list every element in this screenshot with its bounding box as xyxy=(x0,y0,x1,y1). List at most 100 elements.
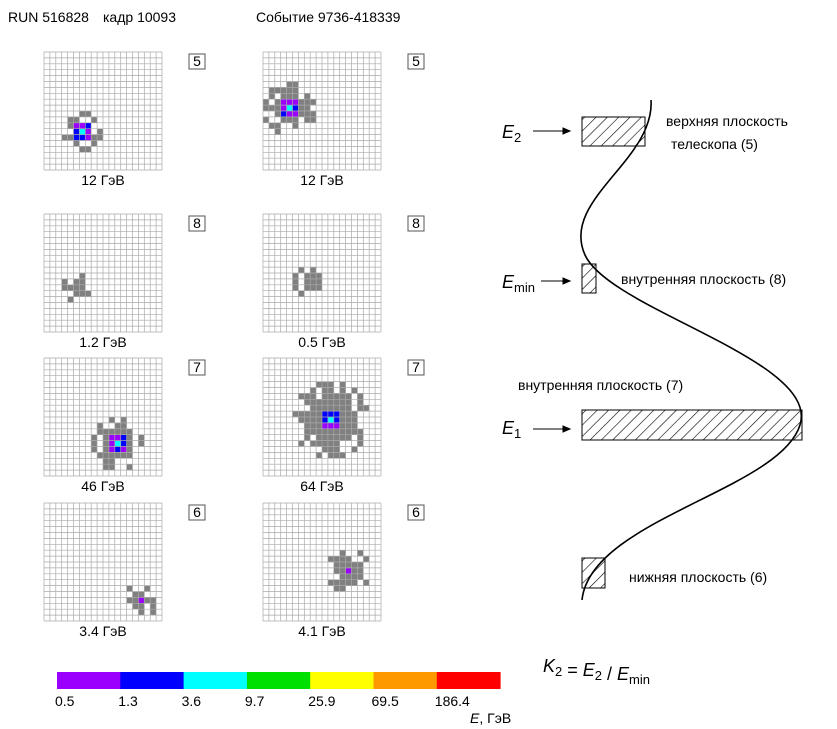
cell xyxy=(322,429,328,435)
cell xyxy=(346,399,352,405)
cell xyxy=(127,452,133,458)
cell xyxy=(275,105,281,111)
cell xyxy=(85,146,91,152)
cell xyxy=(304,435,310,441)
cell xyxy=(334,556,340,562)
cell xyxy=(322,405,328,411)
cell xyxy=(357,405,363,411)
cell xyxy=(346,580,352,586)
cell xyxy=(298,267,304,273)
cell xyxy=(352,429,358,435)
plane-number: 8 xyxy=(412,215,420,231)
cell xyxy=(109,435,115,441)
cell xyxy=(346,411,352,417)
cell xyxy=(263,117,269,123)
cell xyxy=(304,429,310,435)
plane-number: 7 xyxy=(412,359,420,375)
colorbar-segment xyxy=(57,672,121,689)
cell xyxy=(287,93,293,99)
cell xyxy=(68,123,74,129)
cell xyxy=(85,135,91,141)
cell xyxy=(127,464,133,470)
plane-6-label: нижняя плоскость (6) xyxy=(629,569,767,585)
cell xyxy=(340,393,346,399)
emin-label: Emin xyxy=(502,272,535,295)
cell xyxy=(298,393,304,399)
energy-curve xyxy=(581,100,802,600)
cell xyxy=(357,399,363,405)
cell xyxy=(287,105,293,111)
cell xyxy=(340,580,346,586)
colorbar-tick: 0.5 xyxy=(55,693,75,709)
cell xyxy=(79,285,85,291)
cell xyxy=(340,452,346,458)
cell xyxy=(328,556,334,562)
colorbar-segment xyxy=(184,672,248,689)
cell xyxy=(357,393,363,399)
cell xyxy=(293,123,299,129)
cell xyxy=(363,580,369,586)
cell xyxy=(334,411,340,417)
formula-sub: 2 xyxy=(555,664,562,679)
cell xyxy=(293,99,299,105)
cell xyxy=(85,129,91,135)
cell xyxy=(316,452,322,458)
cell xyxy=(328,429,334,435)
cell xyxy=(310,393,316,399)
colorbar-tick: 1.3 xyxy=(118,693,138,709)
cell xyxy=(346,393,352,399)
cell xyxy=(127,441,133,447)
cell xyxy=(298,441,304,447)
cell xyxy=(293,117,299,123)
cell xyxy=(310,117,316,123)
colorbar-segment xyxy=(374,672,438,689)
cell xyxy=(138,609,144,615)
energy-label: 12 ГэВ xyxy=(81,172,125,188)
cell xyxy=(352,388,358,394)
cell xyxy=(275,87,281,93)
cell xyxy=(68,135,74,141)
cell xyxy=(316,429,322,435)
cell xyxy=(68,297,74,303)
plane-number: 6 xyxy=(412,504,420,520)
cell xyxy=(334,562,340,568)
cell xyxy=(97,135,103,141)
colorbar-tick: 69.5 xyxy=(372,693,399,709)
cell xyxy=(322,399,328,405)
cell xyxy=(363,556,369,562)
plane-5 xyxy=(582,117,645,146)
cell xyxy=(334,441,340,447)
cell xyxy=(316,399,322,405)
cell xyxy=(103,458,109,464)
cell xyxy=(85,291,91,297)
cell xyxy=(74,279,80,285)
cell xyxy=(316,285,322,291)
cell xyxy=(304,279,310,285)
formula-part: / xyxy=(602,664,617,684)
cell xyxy=(91,117,97,123)
cell xyxy=(328,405,334,411)
cell xyxy=(304,93,310,99)
cell xyxy=(133,603,139,609)
cell xyxy=(334,423,340,429)
cell xyxy=(340,382,346,388)
cell xyxy=(316,435,322,441)
top-plane: верхняя плоскость xyxy=(666,113,788,129)
cell xyxy=(346,556,352,562)
cell xyxy=(263,99,269,105)
cell xyxy=(293,105,299,111)
cell xyxy=(304,411,310,417)
cell xyxy=(310,405,316,411)
cell xyxy=(103,435,109,441)
cell xyxy=(91,141,97,147)
cell xyxy=(109,441,115,447)
cell xyxy=(115,435,121,441)
cell xyxy=(340,429,346,435)
cell xyxy=(97,129,103,135)
cell xyxy=(127,429,133,435)
cell xyxy=(316,441,322,447)
cell xyxy=(310,388,316,394)
cell xyxy=(103,441,109,447)
